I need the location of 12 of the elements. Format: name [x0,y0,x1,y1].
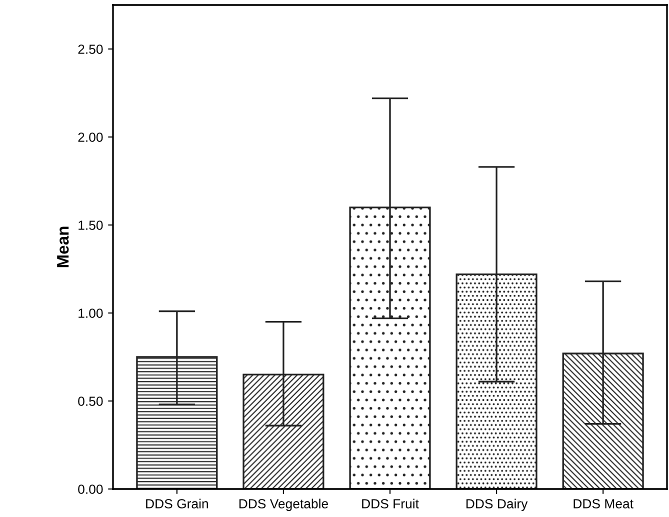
x-tick-label: DDS Grain [146,498,208,508]
y-tick-label: 2.00 [78,132,103,142]
x-tick-label: DDS Vegetable [239,498,328,512]
x-tick-label: DDS Dairy [466,498,528,512]
y-axis-title: Mean [57,226,69,268]
y-tick-label: 0.50 [78,396,103,406]
x-tick-label: DDS Fruit [362,498,419,508]
x-tick-label: DDS Meat [574,499,634,508]
y-tick-label: 0.00 [78,484,103,494]
y-tick-label: 1.50 [78,220,103,230]
y-tick-label: 2.50 [78,44,103,54]
y-tick-label: 1.00 [78,308,103,318]
